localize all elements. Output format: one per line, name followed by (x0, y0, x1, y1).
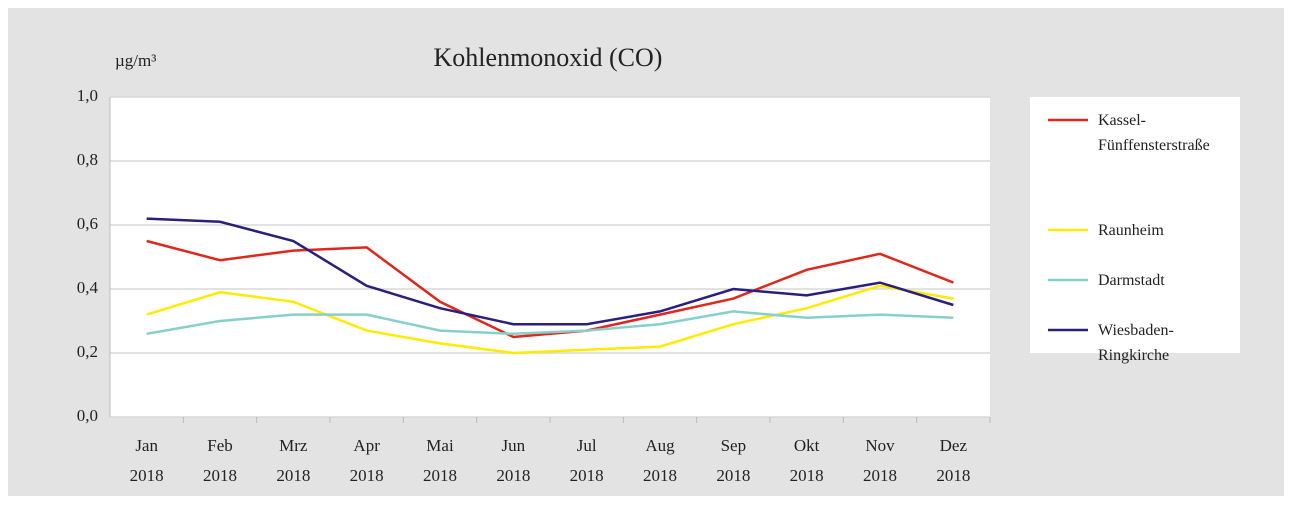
y-tick-label: 0,6 (77, 214, 98, 233)
x-tick-label: Okt 2018 (789, 436, 824, 485)
unit-label: µg/m³ (115, 51, 156, 70)
x-tick-label: Mrz 2018 (276, 436, 311, 485)
series-line (146, 310, 954, 336)
chart-title: Kohlenmonoxid (CO) (434, 43, 663, 72)
y-tick-label: 1,0 (77, 86, 98, 105)
y-tick-label: 0,0 (77, 406, 98, 425)
legend-label: Wiesbaden-Ringkirche (1098, 322, 1174, 364)
x-tick-label: Dez 2018 (936, 436, 971, 485)
x-tick-label: Sep 2018 (716, 436, 751, 485)
plot-area (110, 97, 990, 417)
legend-label: Raunheim (1098, 222, 1164, 239)
y-tick-label: 0,2 (77, 342, 98, 361)
x-tick-label: Jun 2018 (496, 436, 531, 485)
y-tick-label: 0,4 (77, 278, 99, 297)
series-line (146, 284, 954, 355)
x-tick-label: Nov 2018 (863, 436, 897, 485)
x-tick-label: Aug 2018 (643, 436, 677, 485)
legend-label: Darmstadt (1098, 272, 1165, 289)
x-tick-label: Jul 2018 (569, 436, 604, 485)
legend-box (1030, 97, 1240, 353)
series-line (146, 217, 954, 326)
x-tick-label: Jan 2018 (129, 436, 164, 485)
series-line (146, 239, 954, 339)
x-tick-label: Mai 2018 (423, 436, 457, 485)
x-tick-label: Apr 2018 (349, 436, 384, 485)
legend-label: Kassel-Fünffensterstraße (1098, 112, 1210, 154)
x-tick-label: Feb 2018 (203, 436, 237, 485)
y-tick-label: 0,8 (77, 150, 98, 169)
